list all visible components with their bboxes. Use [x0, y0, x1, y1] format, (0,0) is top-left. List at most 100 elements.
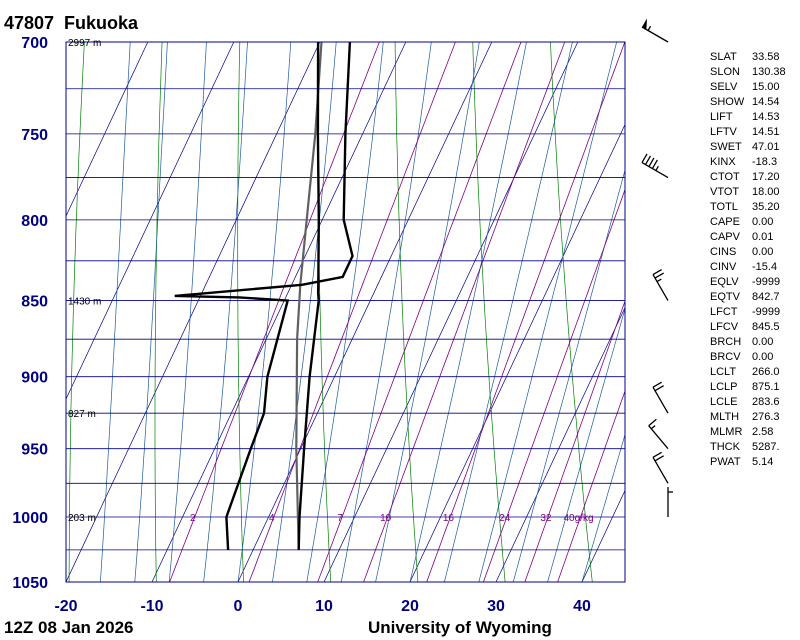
moist-adiabat-line [581, 433, 625, 582]
dry-adiabat-line [628, 42, 679, 582]
index-value: 35.20 [752, 201, 780, 213]
index-key: LFCT [710, 306, 738, 318]
index-key: LCLT [710, 366, 737, 378]
index-row: EQLV -9999 [710, 275, 786, 290]
pressure-tick-label: 850 [21, 294, 48, 311]
wind-barb [652, 269, 669, 301]
isotherm-line [581, 489, 625, 582]
moist-adiabat-line [547, 307, 625, 582]
index-value: -9999 [752, 276, 781, 288]
dewpoint-profile-line [174, 42, 354, 550]
index-row: MLTH 276.3 [710, 410, 786, 425]
mixing-ratio-label: 10 [380, 513, 392, 524]
index-value: 5287. [752, 441, 780, 453]
index-row: CAPV 0.01 [710, 230, 786, 245]
temperature-tick-label: 20 [401, 598, 419, 615]
index-key: MLMR [710, 426, 743, 438]
index-value: 845.5 [752, 321, 780, 333]
isotherm-line [409, 123, 625, 582]
index-value: -15.4 [752, 261, 778, 273]
index-value: 0.00 [752, 246, 774, 258]
index-value: 18.00 [752, 186, 780, 198]
index-value: 276.3 [752, 411, 780, 423]
index-value: -18.3 [752, 156, 778, 168]
index-key: SHOW [710, 96, 745, 108]
data-source: University of Wyoming [368, 618, 552, 637]
moist-adiabat-line [409, 42, 527, 582]
index-row: MLMR 2.58 [710, 425, 786, 440]
index-key: LFTV [710, 126, 737, 138]
wind-barb [641, 18, 669, 43]
temperature-tick-label: 40 [573, 598, 591, 615]
pressure-tick-label: 1050 [12, 575, 48, 592]
temperature-tick-label: -10 [140, 598, 163, 615]
index-row: LCLE 283.6 [710, 395, 786, 410]
pressure-tick-label: 900 [21, 370, 48, 387]
station-id: 47807 [4, 13, 55, 33]
index-row: LCLT 266.0 [710, 365, 786, 380]
index-row: CINS 0.00 [710, 245, 786, 260]
moist-adiabat-line [237, 42, 292, 582]
index-value: 33.58 [752, 51, 780, 63]
mixing-ratio-label: 24 [499, 513, 511, 524]
index-value: 0.00 [752, 351, 774, 363]
mixing-ratio-label: 32 [540, 513, 552, 524]
index-row: TOTL 35.20 [710, 200, 786, 215]
isotherm-line [237, 42, 493, 582]
index-row: CTOT 17.20 [710, 170, 786, 185]
height-label: 203 m [68, 513, 96, 524]
mixing-ratio-line [557, 389, 625, 582]
pressure-tick-label: 750 [21, 127, 48, 144]
index-key: SWET [710, 141, 742, 153]
index-value: 875.1 [752, 381, 780, 393]
dry-adiabat-line [154, 42, 163, 582]
index-value: 5.14 [752, 456, 774, 468]
plot-frame [65, 41, 626, 583]
temperature-tick-label: 10 [315, 598, 333, 615]
wind-barb [667, 487, 673, 518]
wind-barb [641, 153, 669, 179]
index-key: EQLV [710, 276, 739, 288]
isotherm-line [0, 42, 62, 582]
index-key: TOTL [710, 201, 738, 213]
index-row: EQTV 842.7 [710, 290, 786, 305]
mixing-ratio-label: 16 [443, 513, 455, 524]
index-key: VTOT [710, 186, 740, 198]
index-value: 0.00 [752, 216, 774, 228]
index-value: -9999 [752, 306, 781, 318]
index-key: CAPV [710, 231, 740, 243]
temperature-profile-line [297, 42, 321, 550]
index-value: 266.0 [752, 366, 780, 378]
pressure-tick-label: 950 [21, 442, 48, 459]
index-row: LFCT -9999 [710, 305, 786, 320]
index-key: LCLE [710, 396, 738, 408]
index-row: SELV 15.00 [710, 80, 786, 95]
observation-time: 12Z 08 Jan 2026 [4, 618, 134, 637]
index-key: PWAT [710, 456, 741, 468]
index-key: SLON [710, 66, 740, 78]
index-value: 47.01 [752, 141, 780, 153]
isotherm-line [66, 42, 149, 217]
mixing-ratio-line [483, 188, 625, 582]
index-key: SELV [710, 81, 738, 93]
index-key: CTOT [710, 171, 740, 183]
index-row: THCK 5287. [710, 440, 786, 455]
index-row: LFTV 14.51 [710, 125, 786, 140]
index-value: 842.7 [752, 291, 780, 303]
sounding-indices: SLAT 33.58 SLON 130.38 SELV 15.00 SHOW 14.54 LIF… [710, 50, 786, 470]
index-key: LIFT [710, 111, 733, 123]
dry-adiabat-line [783, 42, 800, 582]
index-row: PWAT 5.14 [710, 455, 786, 470]
mixing-ratio-line [426, 42, 625, 582]
index-row: SLAT 33.58 [710, 50, 786, 65]
index-key: LFCV [710, 321, 739, 333]
isotherm-line [66, 42, 321, 582]
height-label: 827 m [68, 409, 96, 420]
height-label: 1430 m [68, 297, 101, 308]
mixing-ratio-label: 7 [337, 513, 343, 524]
index-row: LIFT 14.53 [710, 110, 786, 125]
mixing-ratio-label: 40g/kg [563, 513, 593, 524]
index-row: CAPE 0.00 [710, 215, 786, 230]
index-value: 14.53 [752, 111, 780, 123]
index-row: LFCV 845.5 [710, 320, 786, 335]
